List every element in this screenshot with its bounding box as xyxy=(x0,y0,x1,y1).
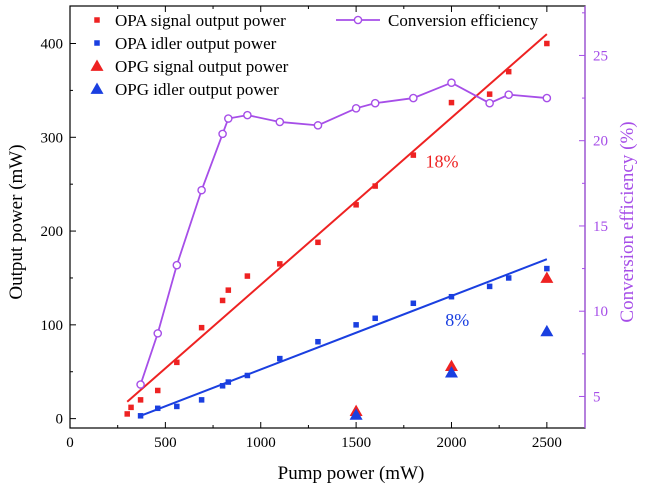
y-axis-label: Output power (mW) xyxy=(6,144,27,299)
data-point xyxy=(540,271,554,283)
data-point xyxy=(444,359,458,371)
legend-marker xyxy=(94,17,100,23)
y-ticks: 0 100 200 300 400 xyxy=(41,37,76,428)
data-point xyxy=(244,273,251,279)
data-point xyxy=(174,403,180,410)
legend-marker xyxy=(90,59,104,71)
data-point xyxy=(353,322,359,328)
x-tick-label: 500 xyxy=(154,435,177,451)
legend: OPA signal output power OPA idler output … xyxy=(90,11,539,99)
x-tick-label: 2500 xyxy=(532,435,562,451)
x-tick-label: 1500 xyxy=(341,435,371,451)
legend-label: OPG signal output power xyxy=(115,57,289,76)
x-axis-label: Pump power (mW) xyxy=(278,463,425,484)
data-point xyxy=(154,387,161,394)
data-point xyxy=(349,408,363,420)
fit-line xyxy=(140,258,548,417)
data-point xyxy=(137,413,144,419)
efficiency-point xyxy=(275,117,285,127)
data-point xyxy=(225,379,232,385)
legend-marker xyxy=(353,15,363,25)
data-point xyxy=(410,300,417,307)
fit-labels: 18% 8% xyxy=(425,151,469,329)
data-point xyxy=(444,366,458,378)
data-point xyxy=(244,372,251,379)
efficiency-point xyxy=(485,98,494,108)
fit-label: 18% xyxy=(425,151,458,171)
data-point xyxy=(505,68,512,75)
y2-ticks: 5 10 15 20 25 xyxy=(579,12,608,405)
y-tick-label: 300 xyxy=(41,130,64,146)
data-points xyxy=(124,40,554,420)
data-point xyxy=(315,338,321,345)
data-point xyxy=(198,397,205,403)
data-point xyxy=(410,152,417,158)
data-point xyxy=(277,355,283,362)
efficiency-point xyxy=(447,78,456,88)
y-tick-label: 200 xyxy=(41,224,64,240)
x-tick-label: 0 xyxy=(66,435,74,451)
data-point xyxy=(486,91,493,97)
efficiency-point xyxy=(218,129,227,139)
efficiency-point xyxy=(172,260,182,270)
legend-marker xyxy=(90,82,104,94)
y-tick-label: 0 xyxy=(56,412,64,428)
legend-label: OPG idler output power xyxy=(115,80,279,99)
efficiency-point xyxy=(313,121,323,130)
data-point xyxy=(544,265,550,272)
legend-label: Conversion efficiency xyxy=(388,11,539,30)
data-point xyxy=(277,261,283,267)
data-point xyxy=(174,359,180,366)
efficiency-point xyxy=(409,93,418,103)
data-point xyxy=(540,324,554,337)
data-point xyxy=(219,383,226,389)
x-tick-label: 2000 xyxy=(436,435,466,451)
y-tick-label: 100 xyxy=(41,318,64,334)
data-point xyxy=(448,293,455,300)
data-point xyxy=(219,297,226,304)
efficiency-point xyxy=(243,110,252,120)
y-tick-label: 400 xyxy=(41,37,64,53)
efficiency-point xyxy=(351,104,361,113)
data-point xyxy=(448,99,455,106)
data-point xyxy=(505,275,512,281)
efficiency-point xyxy=(542,93,552,103)
y2-tick-label: 15 xyxy=(593,219,608,235)
data-point xyxy=(486,283,493,290)
data-point xyxy=(137,397,144,403)
data-point xyxy=(128,404,134,411)
data-point xyxy=(315,239,321,246)
data-point xyxy=(544,40,550,47)
data-point xyxy=(225,287,232,293)
data-point xyxy=(353,202,359,208)
data-point xyxy=(372,183,378,189)
y2-axis-label: Conversion efficiency (%) xyxy=(617,121,638,322)
data-point xyxy=(198,324,205,331)
efficiency-point xyxy=(224,114,233,123)
y2-tick-label: 25 xyxy=(593,48,608,64)
data-point xyxy=(124,411,130,417)
data-point xyxy=(154,405,161,412)
x-tick-label: 1000 xyxy=(246,435,276,451)
y2-tick-label: 20 xyxy=(593,134,608,150)
legend-label: OPA idler output power xyxy=(115,34,277,53)
y2-tick-label: 5 xyxy=(593,389,601,405)
efficiency-point xyxy=(504,90,514,99)
y2-tick-label: 10 xyxy=(593,304,608,320)
x-ticks: 0 500 1000 1500 2000 2500 xyxy=(66,6,562,451)
legend-label: OPA signal output power xyxy=(115,11,286,30)
efficiency-point xyxy=(197,185,206,195)
efficiency-point xyxy=(136,380,145,389)
efficiency-point xyxy=(153,329,163,338)
fit-label: 8% xyxy=(445,310,469,330)
data-point xyxy=(372,315,378,322)
efficiency-line xyxy=(139,81,547,385)
series-line xyxy=(139,81,547,385)
legend-marker xyxy=(94,40,100,46)
efficiency-point xyxy=(370,98,380,108)
